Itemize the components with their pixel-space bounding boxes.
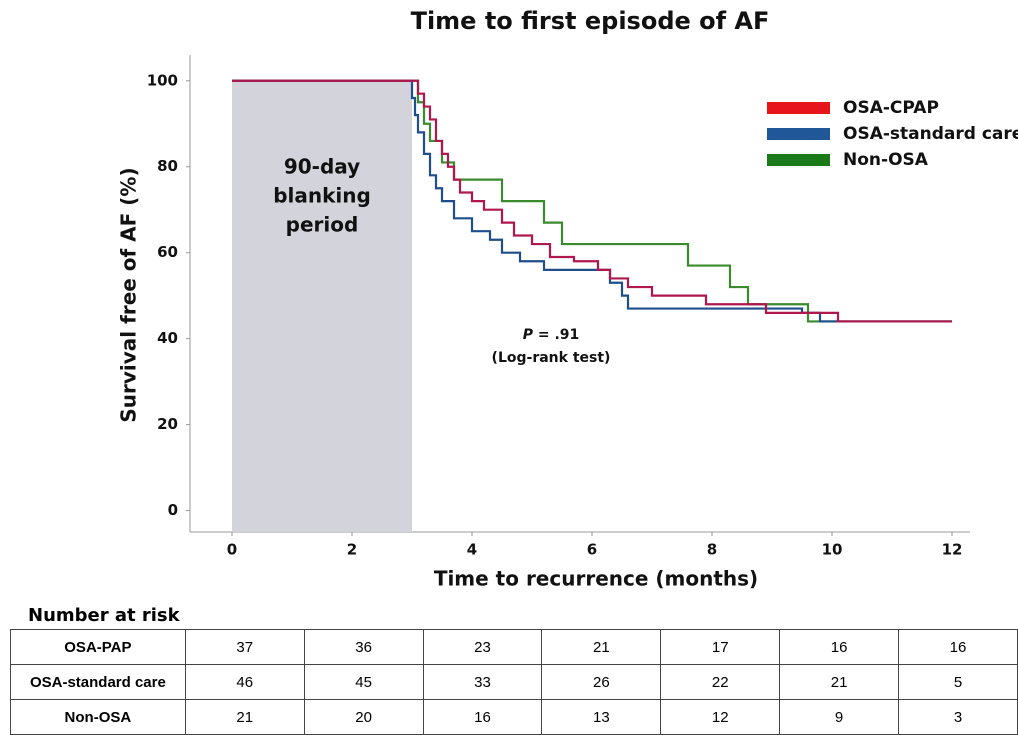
blanking-region: [232, 80, 412, 532]
row-label: OSA-PAP: [10, 629, 186, 665]
chart-title: Time to first episode of AF: [411, 7, 770, 35]
risk-count: 46: [184, 664, 305, 700]
x-tick-label: 0: [227, 541, 237, 559]
row-label: OSA-standard care: [10, 664, 186, 700]
risk-count: 16: [422, 699, 543, 735]
y-tick-label: 20: [157, 415, 178, 433]
risk-count: 21: [779, 664, 900, 700]
blanking-label: blanking: [273, 184, 371, 208]
p-text: = .91: [538, 327, 579, 343]
y-tick-label: 100: [147, 71, 178, 89]
p-value: P = .91: [523, 327, 580, 343]
risk-count: 22: [660, 664, 781, 700]
legend-swatch: [767, 128, 830, 140]
legend-label: OSA-standard care: [843, 124, 1018, 144]
x-tick-label: 6: [587, 541, 597, 559]
x-tick-label: 12: [942, 541, 963, 559]
risk-table: OSA-PAP 37 36 23 21 17 16 16 OSA-standard care 46…: [10, 629, 1018, 735]
risk-count: 36: [303, 629, 424, 665]
risk-count: 37: [184, 629, 305, 665]
risk-table-title: Number at risk: [28, 605, 180, 626]
risk-count: 16: [779, 629, 900, 665]
row-label: Non-OSA: [10, 699, 186, 735]
chart: Time to first episode of AF Time to recu…: [117, 7, 1018, 591]
risk-count: 20: [303, 699, 424, 735]
y-axis-label: Survival free of AF (%): [117, 167, 141, 422]
x-tick-label: 10: [822, 541, 843, 559]
y-tick-label: 0: [168, 501, 178, 519]
risk-row: Non-OSA 21 20 16 13 12 9 3: [10, 699, 1018, 735]
risk-count: 13: [541, 699, 662, 735]
legend-swatch: [767, 102, 830, 114]
p-symbol: P: [523, 327, 534, 343]
risk-count: 9: [779, 699, 900, 735]
risk-count: 33: [422, 664, 543, 700]
blanking-label: period: [286, 213, 359, 237]
test-name: (Log-rank test): [492, 350, 611, 366]
risk-row: OSA-standard care 46 45 33 26 22 21 5: [10, 664, 1018, 700]
y-tick-label: 60: [157, 243, 178, 261]
risk-count: 21: [541, 629, 662, 665]
y-tick-label: 80: [157, 157, 178, 175]
x-axis-label: Time to recurrence (months): [434, 567, 758, 591]
risk-count: 3: [898, 699, 1018, 735]
risk-count: 5: [898, 664, 1018, 700]
y-tick-label: 40: [157, 329, 178, 347]
risk-count: 16: [898, 629, 1018, 665]
survival-curve: [232, 79, 952, 323]
survival-curve: [232, 79, 952, 323]
risk-count: 21: [184, 699, 305, 735]
legend-label: Non-OSA: [843, 150, 929, 170]
survival-curve: [232, 79, 952, 323]
risk-count: 23: [422, 629, 543, 665]
x-tick-label: 4: [467, 541, 477, 559]
risk-count: 17: [660, 629, 781, 665]
risk-count: 26: [541, 664, 662, 700]
legend-swatch: [767, 154, 830, 166]
x-tick-label: 8: [707, 541, 717, 559]
blanking-label: 90-day: [284, 155, 360, 179]
risk-count: 12: [660, 699, 781, 735]
legend-label: OSA-CPAP: [843, 98, 939, 118]
risk-row: OSA-PAP 37 36 23 21 17 16 16: [10, 629, 1018, 665]
risk-count: 45: [303, 664, 424, 700]
x-tick-label: 2: [347, 541, 357, 559]
